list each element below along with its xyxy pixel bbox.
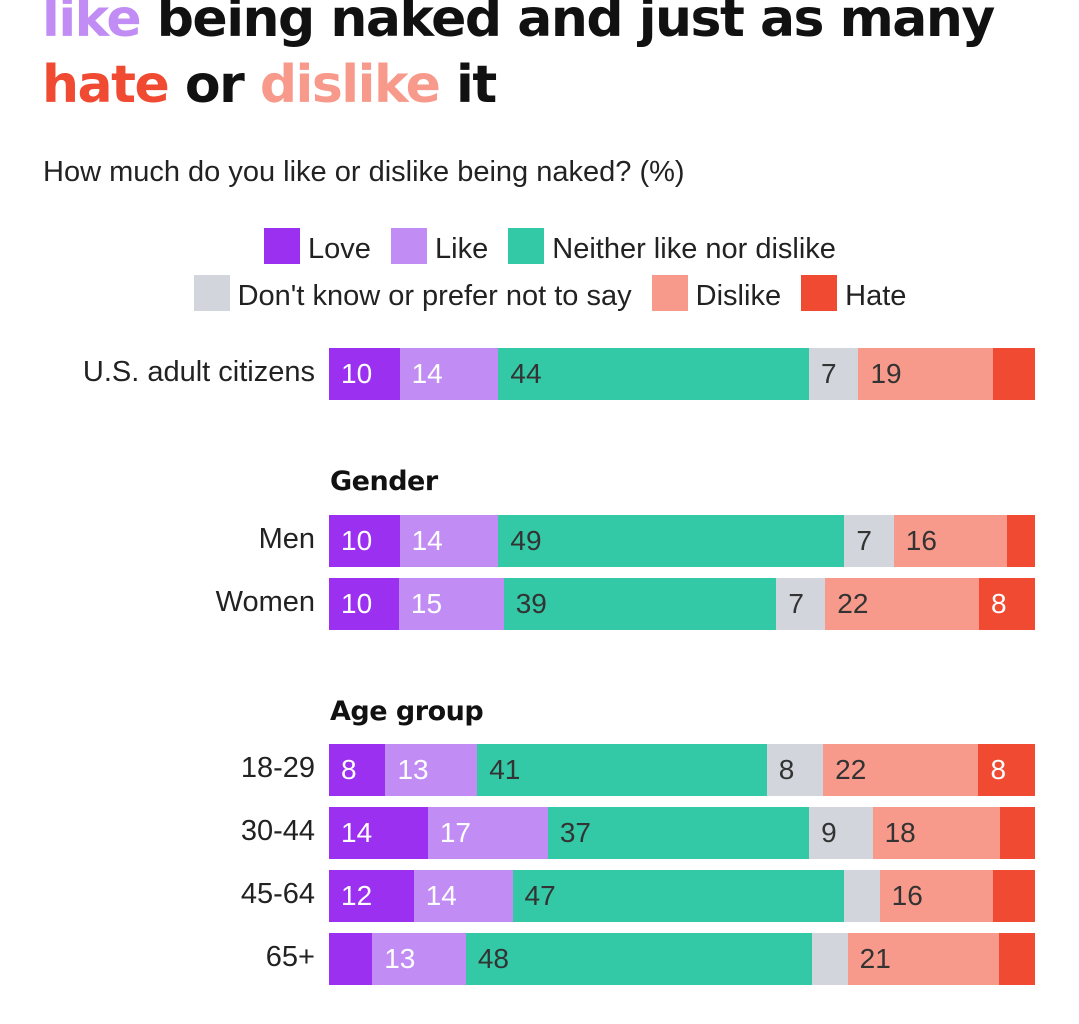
- bar-segment-45-64-neither: 47: [512, 870, 845, 922]
- bar-women: 10 15 39 7 22 8: [329, 578, 1035, 630]
- bar-segment-u-s-adult-citizens-neither: 44: [498, 348, 810, 400]
- headline: like being naked and just as many hate o…: [42, 0, 1072, 118]
- bar-30-44: 14 17 37 9 18: [329, 807, 1035, 859]
- legend-item-dontknow: Don't know or prefer not to say: [193, 275, 632, 312]
- bar-segment-45-64-dislike: 16: [879, 870, 993, 922]
- bar-segment-u-s-adult-citizens-love: 10: [329, 348, 400, 400]
- bar-segment-45-64-love: 12: [329, 870, 414, 922]
- chart-legend: Love Like Neither like nor dislike Don't…: [70, 226, 1030, 320]
- bar-segment-65-dislike: 21: [847, 933, 999, 985]
- bar-segment-women-like: 15: [398, 578, 504, 630]
- bar-segment-30-44-hate: [999, 807, 1035, 859]
- headline-hate: hate: [42, 55, 170, 115]
- section-heading-age-group: Age group: [330, 696, 484, 727]
- bar-segment-18-29-hate: 8: [978, 744, 1035, 796]
- bar-segment-65-dontknow: [811, 933, 848, 985]
- bar-segment-45-64-dontknow: [844, 870, 880, 922]
- legend-item-like: Like: [391, 228, 489, 265]
- bar-segment-45-64-like: 14: [413, 870, 513, 922]
- bar-segment-u-s-adult-citizens-dislike: 19: [858, 348, 993, 400]
- legend-label-neither: Neither like nor dislike: [552, 233, 836, 265]
- bar-segment-women-love: 10: [329, 578, 399, 630]
- bar-segment-65-like: 13: [372, 933, 466, 985]
- bar-segment-women-dislike: 22: [825, 578, 980, 630]
- bar-segment-men-love: 10: [329, 515, 400, 567]
- bar-segment-65-hate: [998, 933, 1035, 985]
- bar-segment-women-dontknow: 7: [776, 578, 826, 630]
- chart-subtitle: How much do you like or dislike being na…: [43, 156, 685, 188]
- legend-swatch-love: [264, 228, 301, 264]
- bar-65: 13 48 21: [329, 933, 1035, 985]
- row-label-65: 65+: [265, 941, 315, 973]
- legend-swatch-hate: [801, 275, 838, 311]
- bar-segment-men-like: 14: [399, 515, 499, 567]
- section-heading-gender: Gender: [330, 466, 438, 497]
- bar-segment-18-29-dislike: 22: [823, 744, 979, 796]
- headline-or: or: [168, 55, 260, 115]
- legend-item-hate: Hate: [801, 275, 907, 312]
- bar-segment-30-44-neither: 37: [547, 807, 810, 859]
- bar-segment-men-hate: [1006, 515, 1035, 567]
- bar-segment-30-44-love: 14: [329, 807, 428, 859]
- legend-label-like: Like: [435, 233, 489, 265]
- bar-segment-men-neither: 49: [498, 515, 845, 567]
- legend-swatch-neither: [508, 228, 545, 264]
- bar-45-64: 12 14 47 16: [329, 870, 1035, 922]
- bar-segment-30-44-like: 17: [427, 807, 548, 859]
- legend-item-dislike: Dislike: [651, 275, 782, 312]
- bar-segment-u-s-adult-citizens-hate: [992, 348, 1035, 400]
- bar-segment-18-29-love: 8: [329, 744, 386, 796]
- legend-swatch-like: [391, 228, 427, 264]
- headline-line-1: like being naked and just as many: [42, 0, 1072, 52]
- headline-it: it: [439, 55, 497, 115]
- bar-segment-65-love: [329, 933, 373, 985]
- bar-segment-men-dislike: 16: [893, 515, 1007, 567]
- bar-segment-45-64-hate: [992, 870, 1035, 922]
- bar-segment-18-29-dontknow: 8: [766, 744, 824, 796]
- legend-label-dontknow: Don't know or prefer not to say: [237, 280, 632, 312]
- row-label-women: Women: [215, 586, 315, 618]
- legend-label-hate: Hate: [845, 280, 907, 312]
- row-label-30-44: 30-44: [240, 815, 315, 847]
- bar-segment-u-s-adult-citizens-dontknow: 7: [809, 348, 859, 400]
- legend-swatch-dontknow: [193, 275, 230, 311]
- bar-segment-men-dontknow: 7: [844, 515, 894, 567]
- bar-segment-women-neither: 39: [503, 578, 777, 630]
- headline-dislike: dislike: [259, 55, 441, 115]
- legend-item-love: Love: [264, 228, 371, 265]
- headline-like: like: [42, 0, 142, 49]
- bar-segment-18-29-neither: 41: [477, 744, 767, 796]
- bar-segment-30-44-dislike: 18: [872, 807, 1000, 859]
- bar-segment-30-44-dontknow: 9: [809, 807, 873, 859]
- bar-segment-u-s-adult-citizens-like: 14: [399, 348, 499, 400]
- bar-u-s-adult-citizens: 10 14 44 7 19: [329, 348, 1035, 400]
- row-label-18-29: 18-29: [240, 752, 315, 784]
- headline-line1-rest: being naked and just as many: [140, 0, 996, 49]
- legend-label-dislike: Dislike: [695, 280, 782, 312]
- headline-line-2: hate or dislike it: [42, 52, 1072, 118]
- bar-18-29: 8 13 41 8 22 8: [329, 744, 1035, 796]
- legend-label-love: Love: [308, 233, 371, 265]
- legend-swatch-dislike: [651, 275, 688, 311]
- row-label-45-64: 45-64: [240, 878, 315, 910]
- bar-segment-65-neither: 48: [465, 933, 812, 985]
- bar-segment-women-hate: 8: [979, 578, 1035, 630]
- row-label-men: Men: [258, 523, 315, 555]
- row-label-u-s-adult-citizens: U.S. adult citizens: [82, 356, 315, 388]
- legend-item-neither: Neither like nor dislike: [508, 228, 836, 265]
- bar-men: 10 14 49 7 16: [329, 515, 1035, 567]
- bar-segment-18-29-like: 13: [385, 744, 478, 796]
